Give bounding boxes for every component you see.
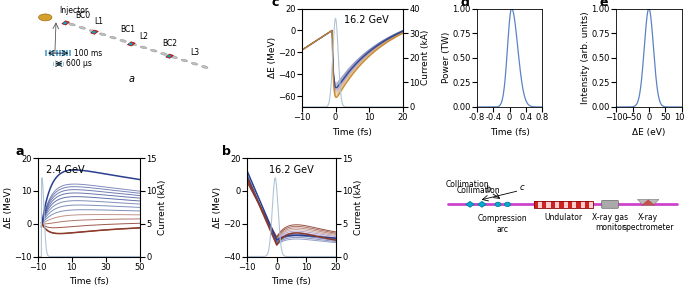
Text: e: e [600,0,608,9]
Bar [59,50,61,56]
Y-axis label: ΔE (MeV): ΔE (MeV) [3,187,12,228]
Text: 16.2 GeV: 16.2 GeV [269,165,314,175]
Text: BC1: BC1 [121,25,136,34]
Bar [69,50,71,56]
Ellipse shape [140,46,147,49]
Ellipse shape [130,43,136,46]
Bar [90,30,99,34]
Ellipse shape [201,66,208,68]
Bar [62,50,64,56]
Bar [52,50,54,56]
Bar [55,62,57,66]
Text: BC0: BC0 [75,11,90,20]
X-axis label: Time (fs): Time (fs) [490,128,530,137]
Circle shape [38,14,52,21]
Text: L2: L2 [140,32,149,40]
Bar [127,42,135,46]
Polygon shape [641,200,656,205]
Text: L1: L1 [95,17,103,26]
Ellipse shape [89,30,96,32]
Y-axis label: ΔE (MeV): ΔE (MeV) [268,37,277,78]
X-axis label: Time (fs): Time (fs) [271,277,312,285]
Ellipse shape [110,36,116,39]
Text: c: c [519,183,524,192]
Text: a: a [129,74,135,84]
Text: 100 ms: 100 ms [74,49,102,58]
Bar [543,201,547,208]
Ellipse shape [191,62,198,65]
Ellipse shape [79,27,86,29]
X-axis label: ΔE (eV): ΔE (eV) [632,128,666,137]
Bar [63,62,64,66]
Ellipse shape [171,56,177,58]
Bar [62,21,69,25]
Bar [572,201,576,208]
Text: X-ray
spectrometer: X-ray spectrometer [623,213,674,232]
Bar [534,201,593,208]
Y-axis label: Current (kA): Current (kA) [354,180,363,235]
Circle shape [168,56,170,57]
Ellipse shape [151,49,157,52]
Bar [55,50,58,56]
Text: a: a [15,145,24,158]
Bar [568,201,572,208]
Bar [576,201,581,208]
Ellipse shape [181,59,188,62]
Bar [585,201,589,208]
Text: d: d [460,0,469,9]
Bar [564,201,568,208]
Y-axis label: ΔE (MeV): ΔE (MeV) [213,187,222,228]
Y-axis label: Power (TW): Power (TW) [442,32,451,84]
Polygon shape [477,201,486,207]
Ellipse shape [495,202,501,207]
Ellipse shape [504,202,510,207]
Bar [559,201,564,208]
Text: 600 μs: 600 μs [66,59,92,68]
Bar [555,201,559,208]
Text: c: c [271,0,279,9]
Bar [45,50,47,56]
Text: Compression
arc: Compression arc [478,214,527,234]
Ellipse shape [161,52,167,55]
Y-axis label: Intensity (arb. units): Intensity (arb. units) [581,11,590,104]
Bar [534,201,538,208]
Bar [581,201,585,208]
Text: BC2: BC2 [162,39,177,48]
Text: L3: L3 [190,48,200,57]
Y-axis label: Current (kA): Current (kA) [158,180,167,235]
Polygon shape [638,200,659,205]
Text: Collimation: Collimation [445,180,489,189]
Polygon shape [466,201,474,207]
Text: Collimation: Collimation [457,186,501,194]
Ellipse shape [99,33,106,36]
X-axis label: Time (fs): Time (fs) [332,128,373,137]
Circle shape [129,43,132,44]
Ellipse shape [120,40,126,42]
Text: 16.2 GeV: 16.2 GeV [345,15,389,25]
Bar [53,62,54,66]
Text: b: b [223,145,232,158]
Bar [58,62,60,66]
Bar [166,54,173,58]
Bar [547,201,551,208]
Text: Undulator: Undulator [545,213,582,222]
Bar [589,201,593,208]
Bar [49,50,51,56]
Text: Injector: Injector [60,6,88,15]
FancyBboxPatch shape [601,200,619,208]
Text: X-ray gas
monitor: X-ray gas monitor [592,213,628,232]
Circle shape [93,32,95,33]
Bar [551,201,555,208]
Text: b: b [486,185,491,194]
Text: 2.4 GeV: 2.4 GeV [46,165,84,175]
Bar [66,50,68,56]
Bar [60,62,62,66]
X-axis label: Time (fs): Time (fs) [68,277,109,285]
Bar [538,201,543,208]
Ellipse shape [68,23,75,26]
Y-axis label: Current (kA): Current (kA) [421,30,430,86]
